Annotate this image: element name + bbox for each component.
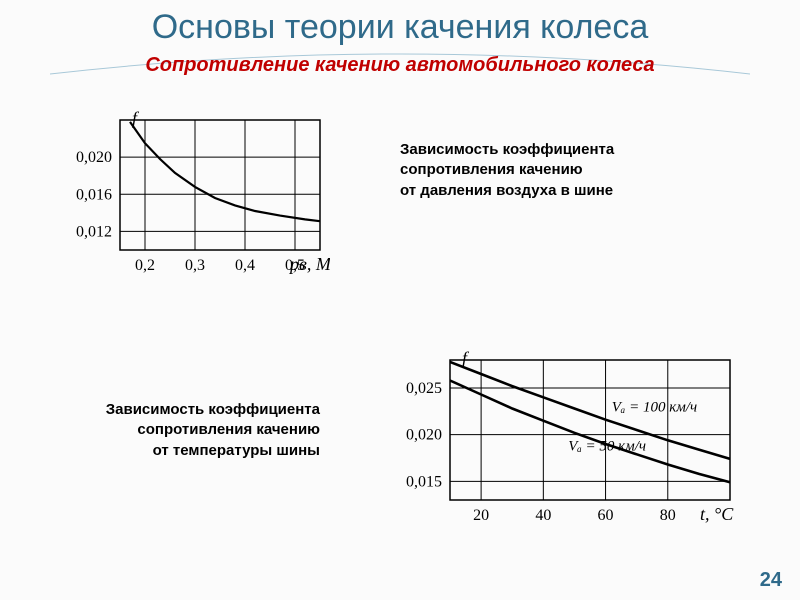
caption-line: от давления воздуха в шине — [400, 181, 614, 201]
svg-text:0,025: 0,025 — [406, 380, 442, 397]
svg-text:80: 80 — [660, 507, 676, 524]
svg-text:0,020: 0,020 — [406, 427, 442, 444]
svg-text:40: 40 — [535, 507, 551, 524]
svg-text:0,2: 0,2 — [135, 257, 155, 274]
caption-line: сопротивления качению — [60, 420, 320, 440]
caption-line: Зависимость коэффициента — [60, 400, 320, 420]
caption-temperature: Зависимость коэффициента сопротивления к… — [60, 400, 320, 461]
chart-temperature: 20 40 60 80 0,015 0,020 0,025 f t, °C Vₐ = 100 км… — [380, 350, 760, 550]
svg-text:Vₐ = 50 км/ч: Vₐ = 50 км/ч — [568, 439, 646, 455]
svg-text:0,3: 0,3 — [185, 257, 205, 274]
svg-text:0,016: 0,016 — [76, 186, 112, 203]
svg-text:Vₐ = 100 км/ч: Vₐ = 100 км/ч — [612, 399, 697, 415]
caption-pressure: Зависимость коэффициента сопротивления к… — [400, 140, 614, 201]
svg-text:pв, МПа: pв, МПа — [288, 254, 330, 274]
chart-pressure: 0,20,30,40,50,0120,0160,020fpв, МПа — [50, 110, 330, 290]
slide-title: Основы теории качения колеса — [0, 8, 800, 47]
svg-text:0,020: 0,020 — [76, 149, 112, 166]
svg-text:0,4: 0,4 — [235, 257, 255, 274]
svg-text:f: f — [462, 350, 470, 368]
page-number: 24 — [760, 569, 782, 592]
svg-text:0,012: 0,012 — [76, 223, 112, 240]
svg-text:t, °C: t, °C — [700, 504, 734, 524]
svg-text:0,015: 0,015 — [406, 473, 442, 490]
slide-subtitle: Сопротивление качению автомобильного кол… — [0, 54, 800, 77]
svg-text:60: 60 — [598, 507, 614, 524]
svg-text:20: 20 — [473, 507, 489, 524]
caption-line: Зависимость коэффициента — [400, 140, 614, 160]
caption-line: от температуры шины — [60, 441, 320, 461]
caption-line: сопротивления качению — [400, 160, 614, 180]
